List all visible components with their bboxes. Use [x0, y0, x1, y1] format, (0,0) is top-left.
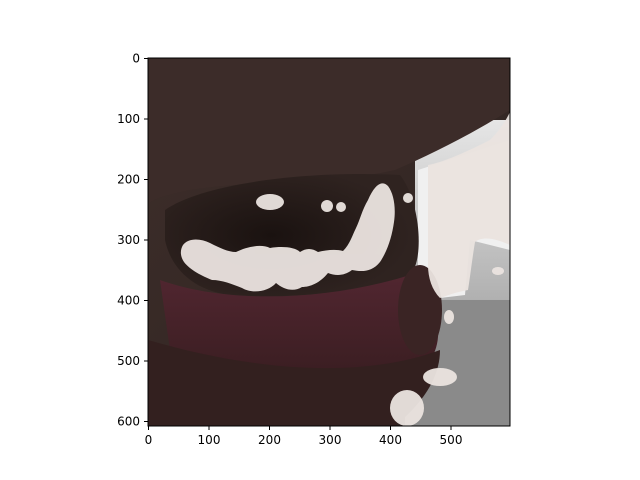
x-tick-label: 500 — [440, 433, 463, 447]
mask-blob — [423, 368, 457, 386]
y-tick-label: 500 — [117, 354, 140, 368]
y-axis: 0 100 200 300 400 500 600 — [117, 52, 148, 429]
mask-blob — [256, 194, 284, 210]
mask-blob — [444, 310, 454, 324]
mask-window-region — [428, 112, 510, 298]
x-tick-label: 300 — [319, 433, 342, 447]
mask-blob — [321, 200, 333, 212]
x-axis: 0 100 200 300 400 500 — [145, 426, 463, 447]
y-tick-label: 600 — [117, 415, 140, 429]
mask-blob — [336, 202, 346, 212]
segmentation-mask — [180, 112, 510, 426]
mask-teeth-region — [180, 183, 395, 292]
y-tick-label: 400 — [117, 294, 140, 308]
y-tick-label: 200 — [117, 173, 140, 187]
mask-blob — [403, 193, 413, 203]
x-tick-label: 400 — [379, 433, 402, 447]
y-tick-label: 0 — [132, 52, 140, 66]
x-tick-label: 200 — [258, 433, 281, 447]
x-tick-label: 100 — [198, 433, 221, 447]
y-tick-label: 300 — [117, 233, 140, 247]
mask-blob — [390, 390, 424, 426]
y-tick-label: 100 — [117, 112, 140, 126]
mask-blob — [492, 267, 504, 275]
axes-frame — [147, 57, 511, 427]
x-tick-label: 0 — [145, 433, 153, 447]
